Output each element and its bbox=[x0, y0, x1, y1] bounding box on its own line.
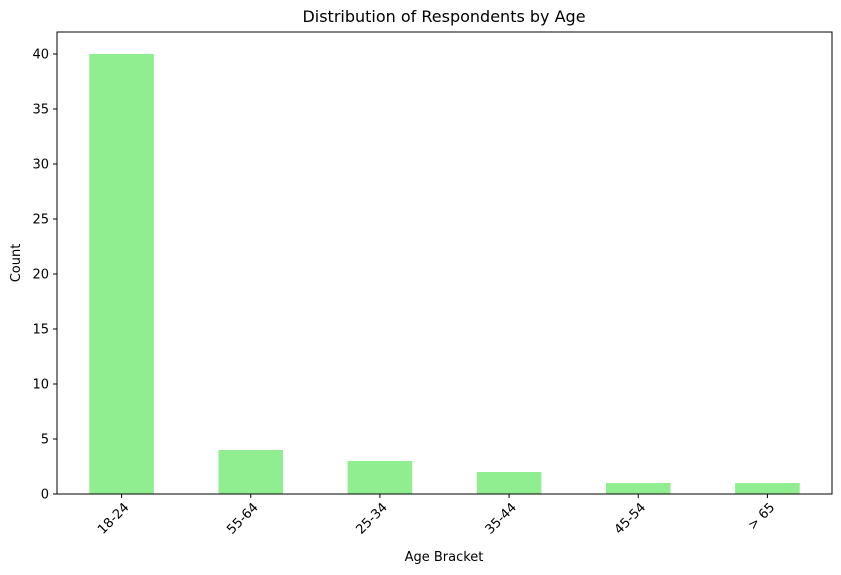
bar-1 bbox=[218, 450, 284, 494]
bar-2 bbox=[347, 461, 413, 494]
y-axis-ticks: 0 5 10 15 20 25 30 35 40 bbox=[32, 48, 57, 503]
x-tick-label: 45-54 bbox=[612, 500, 649, 537]
bar-5 bbox=[735, 483, 800, 494]
bar-0 bbox=[89, 54, 154, 494]
x-tick-label: 18-24 bbox=[95, 500, 132, 537]
chart-title: Distribution of Respondents by Age bbox=[302, 7, 585, 26]
y-tick-label: 5 bbox=[41, 433, 49, 448]
bars-group bbox=[89, 54, 800, 494]
y-tick-label: 35 bbox=[32, 103, 49, 118]
y-tick-label: 20 bbox=[32, 268, 49, 283]
y-axis-label: Count bbox=[9, 244, 24, 283]
x-axis-ticks: 18-24 55-64 25-34 35-44 45-54 > 65 bbox=[95, 494, 778, 538]
y-tick-label: 25 bbox=[32, 213, 49, 228]
x-tick-label: 55-64 bbox=[224, 500, 261, 537]
bar-3 bbox=[476, 472, 542, 494]
y-tick-label: 10 bbox=[32, 378, 49, 393]
y-tick-label: 30 bbox=[32, 158, 49, 173]
x-tick-label: > 65 bbox=[745, 500, 778, 533]
y-tick-label: 15 bbox=[32, 323, 49, 338]
x-tick-label: 25-34 bbox=[353, 500, 390, 537]
bar-4 bbox=[605, 483, 671, 494]
plot-frame bbox=[56, 31, 833, 495]
y-tick-label: 40 bbox=[32, 48, 49, 63]
y-tick-label: 0 bbox=[41, 488, 49, 503]
x-tick-label: 35-44 bbox=[483, 500, 520, 537]
x-axis-label: Age Bracket bbox=[405, 550, 484, 565]
